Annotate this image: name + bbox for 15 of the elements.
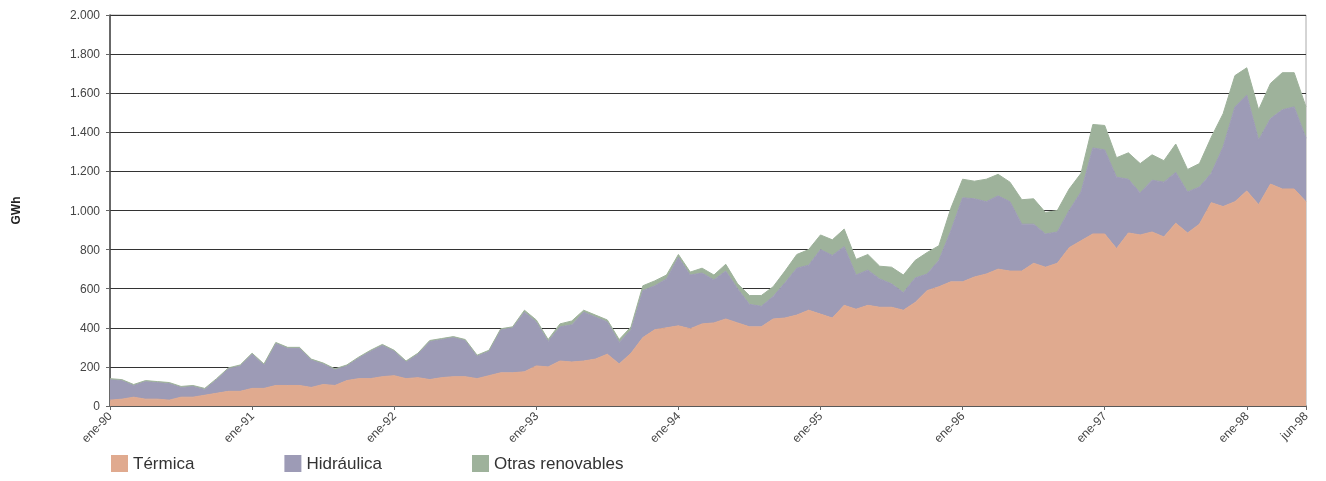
y-tick-label: 600	[79, 281, 101, 296]
y-tick-label: 400	[79, 320, 101, 335]
y-tick-label: 0	[93, 399, 101, 413]
legend-label: Otras renovables	[493, 454, 624, 473]
y-axis-title: GWh	[9, 196, 23, 225]
y-tick-label: 2.000	[69, 8, 101, 22]
y-tick-label: 800	[79, 242, 101, 257]
legend-label: Térmica	[133, 454, 195, 473]
y-tick-label: 1.000	[69, 203, 101, 218]
y-tick-label: 1.200	[69, 164, 101, 179]
legend-label: Hidráulica	[306, 454, 383, 473]
y-tick-label: 1.800	[69, 47, 101, 62]
y-tick-label: 200	[79, 359, 101, 374]
y-tick-label: 1.400	[69, 125, 101, 140]
y-tick-label: 1.600	[69, 86, 101, 101]
